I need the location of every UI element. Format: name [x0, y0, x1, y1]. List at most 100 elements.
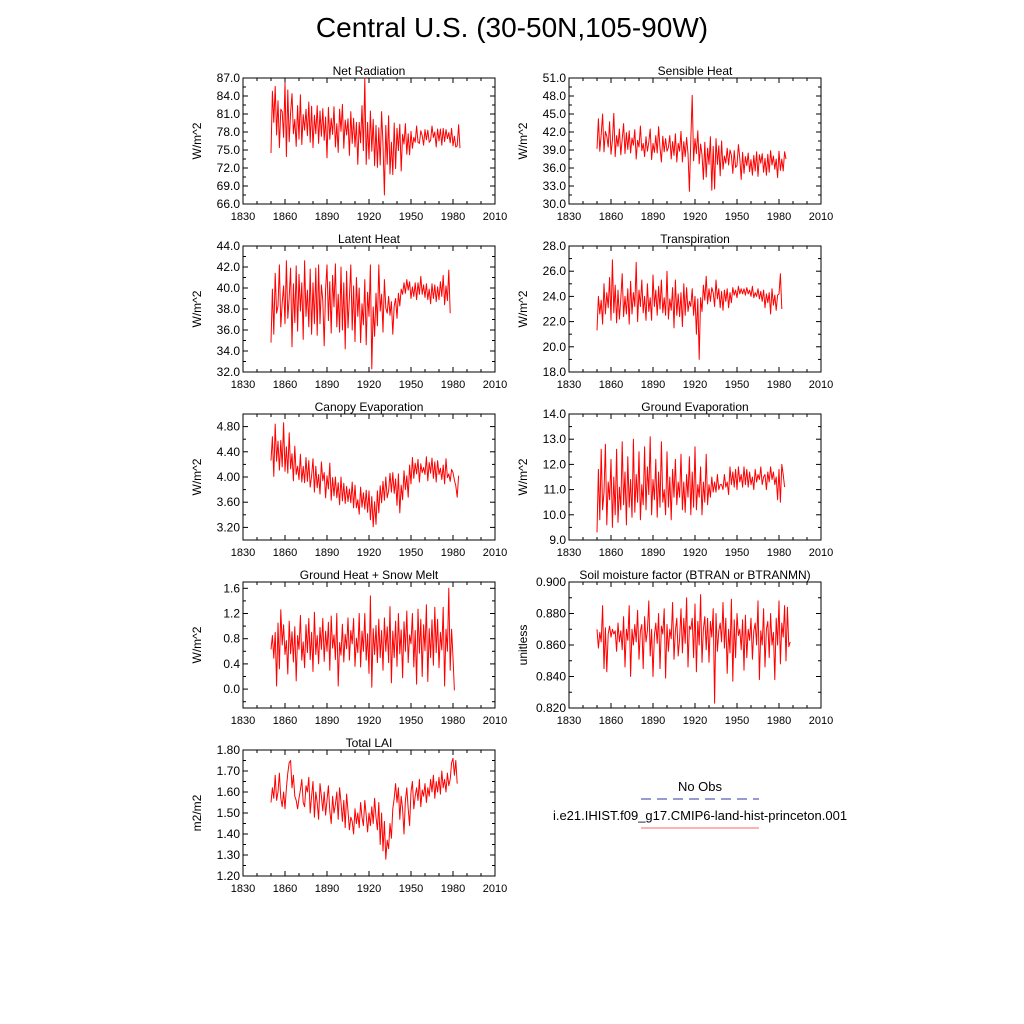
y-tick-label: 1.80 [217, 743, 241, 757]
x-tick-label: 1890 [315, 211, 339, 223]
x-tick-label: 1980 [441, 211, 465, 223]
x-tick-label: 1890 [315, 379, 339, 391]
panel-ground-evaporation: 1830 1860 1890 1920 1950 1980 2010 9.0 10.0 11.0 1… [516, 400, 833, 559]
y-axis-label: W/m^2 [190, 458, 204, 495]
series-line-soil-moisture-factor-btran-or-btranmn [596, 594, 791, 704]
y-tick-label: 4.00 [217, 470, 241, 484]
series-line-canopy-evaporation [270, 422, 460, 528]
x-tick-label: 1860 [273, 547, 297, 559]
y-tick-label: 0.4 [223, 657, 240, 671]
x-tick-label: 2010 [809, 379, 833, 391]
x-tick-label: 1920 [683, 715, 707, 727]
y-axis-label: W/m^2 [190, 122, 204, 159]
y-tick-label: 10.0 [543, 508, 567, 522]
panel-canopy-evaporation: 1830 1860 1890 1920 1950 1980 2010 3.20 3.60 4.00… [190, 400, 507, 559]
x-tick-label: 1950 [399, 547, 423, 559]
y-tick-label: 39.0 [543, 143, 567, 157]
legend-model-line [641, 827, 759, 829]
x-tick-label: 1980 [767, 379, 791, 391]
x-tick-label: 1830 [557, 547, 581, 559]
x-tick-label: 1980 [441, 379, 465, 391]
x-tick-label: 2010 [483, 211, 507, 223]
series-line-total-lai [270, 757, 458, 860]
y-tick-label: 36.0 [217, 323, 241, 337]
y-tick-label: 13.0 [543, 432, 567, 446]
y-tick-label: 22.0 [543, 315, 567, 329]
y-tick-label: 3.20 [217, 520, 241, 534]
y-axis-label: W/m^2 [516, 122, 530, 159]
x-tick-label: 1830 [231, 547, 255, 559]
x-tick-label: 1890 [641, 211, 665, 223]
x-tick-label: 2010 [809, 547, 833, 559]
panel-total-lai: 1830 1860 1890 1920 1950 1980 2010 1.20 1.30 1.40… [190, 736, 507, 895]
series-line-transpiration [596, 259, 783, 360]
x-tick-label: 2010 [483, 379, 507, 391]
y-tick-label: 1.2 [223, 607, 240, 621]
panel-sensible-heat: 1830 1860 1890 1920 1950 1980 2010 30.0 33.0 36.0… [516, 64, 833, 223]
x-tick-label: 1920 [357, 715, 381, 727]
legend: No Obs i.e21.IHIST.f09_g17.CMIP6-land-hi… [530, 779, 870, 833]
x-tick-label: 1950 [725, 715, 749, 727]
x-tick-label: 1920 [683, 379, 707, 391]
panel-transpiration: 1830 1860 1890 1920 1950 1980 2010 18.0 20.0 22.0… [516, 232, 833, 391]
panel-ground-heat-snow-melt: 1830 1860 1890 1920 1950 1980 2010 0.0 0.4 0.8 1.2… [190, 568, 507, 727]
y-tick-label: 44.0 [217, 239, 241, 253]
figure-title: Central U.S. (30-50N,105-90W) [315, 12, 709, 43]
y-tick-label: 0.900 [536, 575, 566, 589]
x-tick-label: 1890 [641, 715, 665, 727]
panel-title: Canopy Evaporation [315, 400, 424, 414]
x-tick-label: 1890 [315, 883, 339, 895]
x-tick-label: 1830 [231, 211, 255, 223]
y-axis-label: m2/m2 [190, 794, 204, 831]
series-line-sensible-heat [596, 94, 787, 192]
y-tick-label: 4.40 [217, 445, 241, 459]
y-tick-label: 51.0 [543, 71, 567, 85]
x-tick-label: 1830 [231, 379, 255, 391]
y-tick-label: 0.880 [536, 607, 566, 621]
panel-title: Latent Heat [338, 232, 401, 246]
x-tick-label: 1920 [357, 379, 381, 391]
plot-frame [568, 581, 822, 709]
y-tick-label: 72.0 [217, 161, 241, 175]
x-tick-label: 1920 [357, 547, 381, 559]
x-tick-label: 1980 [441, 547, 465, 559]
y-tick-label: 0.860 [536, 638, 566, 652]
series-line-ground-evaporation [596, 436, 786, 533]
x-tick-label: 1860 [599, 547, 623, 559]
y-axis-label: W/m^2 [516, 290, 530, 327]
y-tick-label: 75.0 [217, 143, 241, 157]
x-tick-label: 1950 [399, 211, 423, 223]
y-tick-label: 45.0 [543, 107, 567, 121]
x-tick-label: 2010 [483, 547, 507, 559]
y-tick-label: 1.60 [217, 785, 241, 799]
y-tick-label: 78.0 [217, 125, 241, 139]
y-tick-label: 1.20 [217, 869, 241, 883]
y-tick-label: 18.0 [543, 365, 567, 379]
y-tick-label: 1.6 [223, 581, 240, 595]
panel-title: Sensible Heat [658, 64, 733, 78]
panel-title: Transpiration [660, 232, 730, 246]
y-tick-label: 42.0 [217, 260, 241, 274]
x-tick-label: 1920 [683, 547, 707, 559]
x-tick-label: 1890 [641, 547, 665, 559]
y-axis-label: unitless [516, 625, 530, 666]
y-tick-label: 9.0 [549, 533, 566, 547]
panel-title: Ground Evaporation [641, 400, 748, 414]
y-tick-label: 0.8 [223, 632, 240, 646]
legend-obs-line [641, 798, 759, 800]
y-axis-label: W/m^2 [190, 626, 204, 663]
legend-obs-label: No Obs [677, 779, 723, 794]
x-tick-label: 1950 [725, 547, 749, 559]
x-tick-label: 1890 [315, 547, 339, 559]
x-tick-label: 1950 [399, 883, 423, 895]
x-tick-label: 1830 [557, 379, 581, 391]
panel-title: Ground Heat + Snow Melt [300, 568, 439, 582]
x-tick-label: 2010 [809, 211, 833, 223]
x-tick-label: 1860 [599, 379, 623, 391]
y-tick-label: 33.0 [543, 179, 567, 193]
y-tick-label: 38.0 [217, 302, 241, 316]
x-tick-label: 1830 [231, 715, 255, 727]
series-line-ground-heat-snow-melt [270, 587, 455, 691]
y-axis-label: W/m^2 [190, 290, 204, 327]
